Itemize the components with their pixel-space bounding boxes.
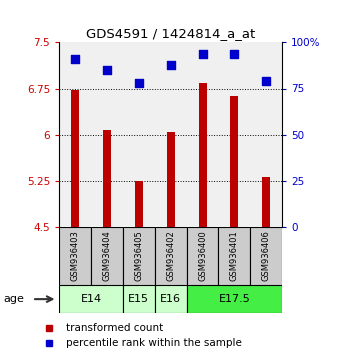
Bar xyxy=(218,227,250,285)
Point xyxy=(72,56,78,62)
Text: GSM936404: GSM936404 xyxy=(102,230,112,281)
Bar xyxy=(167,132,175,227)
Text: E17.5: E17.5 xyxy=(219,294,250,304)
Text: transformed count: transformed count xyxy=(66,322,163,332)
Bar xyxy=(187,285,282,313)
Bar xyxy=(262,177,270,227)
Bar xyxy=(231,96,238,227)
Text: percentile rank within the sample: percentile rank within the sample xyxy=(66,338,242,348)
Bar xyxy=(250,227,282,285)
Bar xyxy=(155,285,187,313)
Bar xyxy=(59,227,91,285)
Point xyxy=(264,78,269,84)
Title: GDS4591 / 1424814_a_at: GDS4591 / 1424814_a_at xyxy=(86,27,255,40)
Bar xyxy=(187,227,218,285)
Bar xyxy=(91,227,123,285)
Bar xyxy=(155,227,187,285)
Text: GSM936400: GSM936400 xyxy=(198,230,207,281)
Text: age: age xyxy=(3,294,24,304)
Bar xyxy=(103,130,111,227)
Bar xyxy=(71,90,79,227)
Point xyxy=(232,51,237,56)
Bar xyxy=(135,181,143,227)
Text: GSM936402: GSM936402 xyxy=(166,230,175,281)
Point xyxy=(136,80,142,86)
Bar xyxy=(123,227,155,285)
Text: GSM936403: GSM936403 xyxy=(71,230,79,281)
Point xyxy=(104,67,110,73)
Text: E15: E15 xyxy=(128,294,149,304)
Point xyxy=(168,62,173,67)
Text: GSM936406: GSM936406 xyxy=(262,230,271,281)
Point xyxy=(200,51,205,56)
Text: GSM936405: GSM936405 xyxy=(134,230,143,281)
Bar xyxy=(123,285,155,313)
Text: E14: E14 xyxy=(80,294,102,304)
Bar xyxy=(198,83,207,227)
Text: GSM936401: GSM936401 xyxy=(230,230,239,281)
Text: E16: E16 xyxy=(160,294,181,304)
Bar xyxy=(59,285,123,313)
